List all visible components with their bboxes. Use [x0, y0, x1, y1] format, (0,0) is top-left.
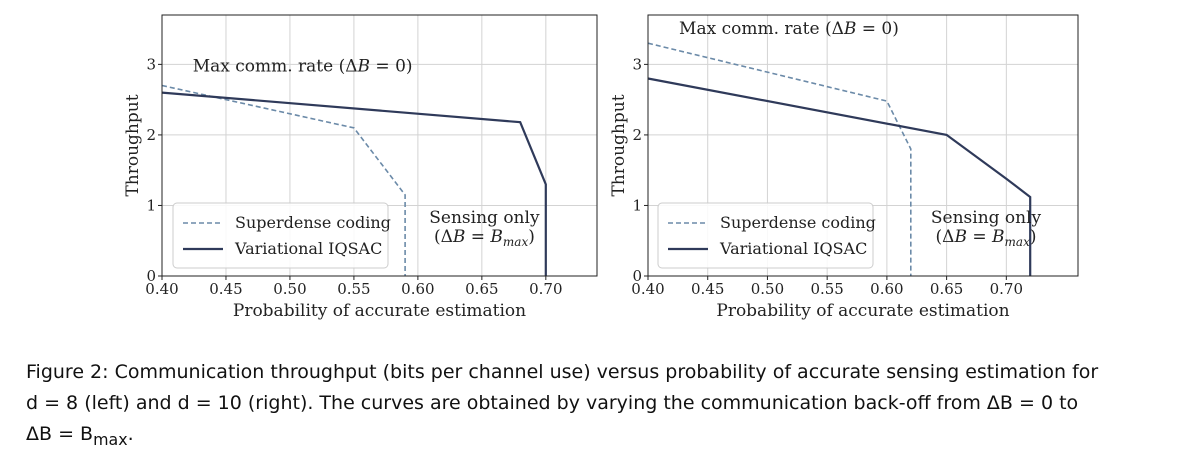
annotation-max-comm-rate: Max comm. rate (ΔB = 0): [679, 19, 899, 39]
legend: Superdense coding Variational IQSAC: [657, 202, 876, 269]
x-tick-label: 0.55: [810, 280, 843, 298]
x-tick-label: 0.50: [751, 280, 784, 298]
y-tick-label: 0: [632, 267, 642, 285]
x-tick-label: 0.65: [465, 280, 498, 298]
legend-label: Variational IQSAC: [234, 239, 382, 258]
variational-iqsac-line: [161, 91, 547, 276]
annotation-sensing-only: Sensing only: [931, 208, 1042, 228]
y-axis-title: Throughput: [609, 94, 629, 196]
superdense-coding-line: [161, 84, 406, 276]
legend: Superdense coding Variational IQSAC: [172, 202, 391, 269]
legend-label: Superdense coding: [235, 213, 391, 232]
caption-line-3: ΔB = Bmax.: [26, 419, 1186, 455]
caption-line-3-sub: max: [93, 429, 128, 449]
variational-iqsac-line: [647, 77, 1032, 276]
plot-frame: [647, 14, 1079, 277]
left-panel: 0.40 0.45 0.50 0.55 0.60 0.65 0.70 0 1 2 3 Probabil…: [123, 14, 598, 321]
x-axis-title: Probability of accurate estimation: [716, 301, 1009, 321]
annotation-max-comm-rate: Max comm. rate (ΔB = 0): [193, 56, 413, 76]
annotation-delta-b-max: (ΔB = Bmax): [434, 227, 535, 249]
y-axis-title: Throughput: [123, 94, 143, 196]
y-tick-label: 3: [632, 55, 642, 73]
x-tick-label: 0.40: [145, 280, 178, 298]
y-tick-label: 0: [146, 267, 156, 285]
caption-line-3-end: .: [127, 423, 134, 445]
x-tick-label: 0.70: [990, 280, 1023, 298]
caption-line-1: Figure 2: Communication throughput (bits…: [26, 361, 1099, 383]
legend-box: [657, 202, 874, 269]
x-tick-label: 0.40: [631, 280, 664, 298]
x-tick-label: 0.45: [691, 280, 724, 298]
x-tick-label: 0.55: [337, 280, 370, 298]
legend-label: Superdense coding: [720, 213, 876, 232]
annotation-sensing-only: Sensing only: [429, 208, 540, 228]
x-tick-label: 0.60: [401, 280, 434, 298]
x-axis-title: Probability of accurate estimation: [233, 301, 526, 321]
caption-line-3-text: ΔB = B: [26, 423, 94, 445]
y-tick-label: 1: [632, 196, 642, 214]
legend-label: Variational IQSAC: [719, 239, 867, 258]
y-tick-label: 1: [146, 196, 156, 214]
legend-box: [172, 202, 389, 269]
figure-caption: Figure 2: Communication throughput (bits…: [26, 357, 1186, 455]
x-tick-label: 0.50: [273, 280, 306, 298]
x-tick-label: 0.45: [209, 280, 242, 298]
x-tick-label: 0.65: [930, 280, 963, 298]
caption-line-2: d = 8 (left) and d = 10 (right). The cur…: [26, 392, 1079, 414]
y-tick-label: 2: [146, 126, 156, 144]
x-tick-label: 0.60: [870, 280, 903, 298]
y-tick-label: 3: [146, 55, 156, 73]
plot-frame: [161, 14, 598, 277]
figure: 0.40 0.45 0.50 0.55 0.60 0.65 0.70 0 1 2 3 Probabil…: [123, 14, 1079, 321]
annotation-delta-b-max: (ΔB = Bmax): [936, 227, 1037, 249]
y-tick-label: 2: [632, 126, 642, 144]
right-panel: 0.40 0.45 0.50 0.55 0.60 0.65 0.70 0 1 2 3 Probabil…: [609, 14, 1079, 321]
x-tick-label: 0.70: [529, 280, 562, 298]
